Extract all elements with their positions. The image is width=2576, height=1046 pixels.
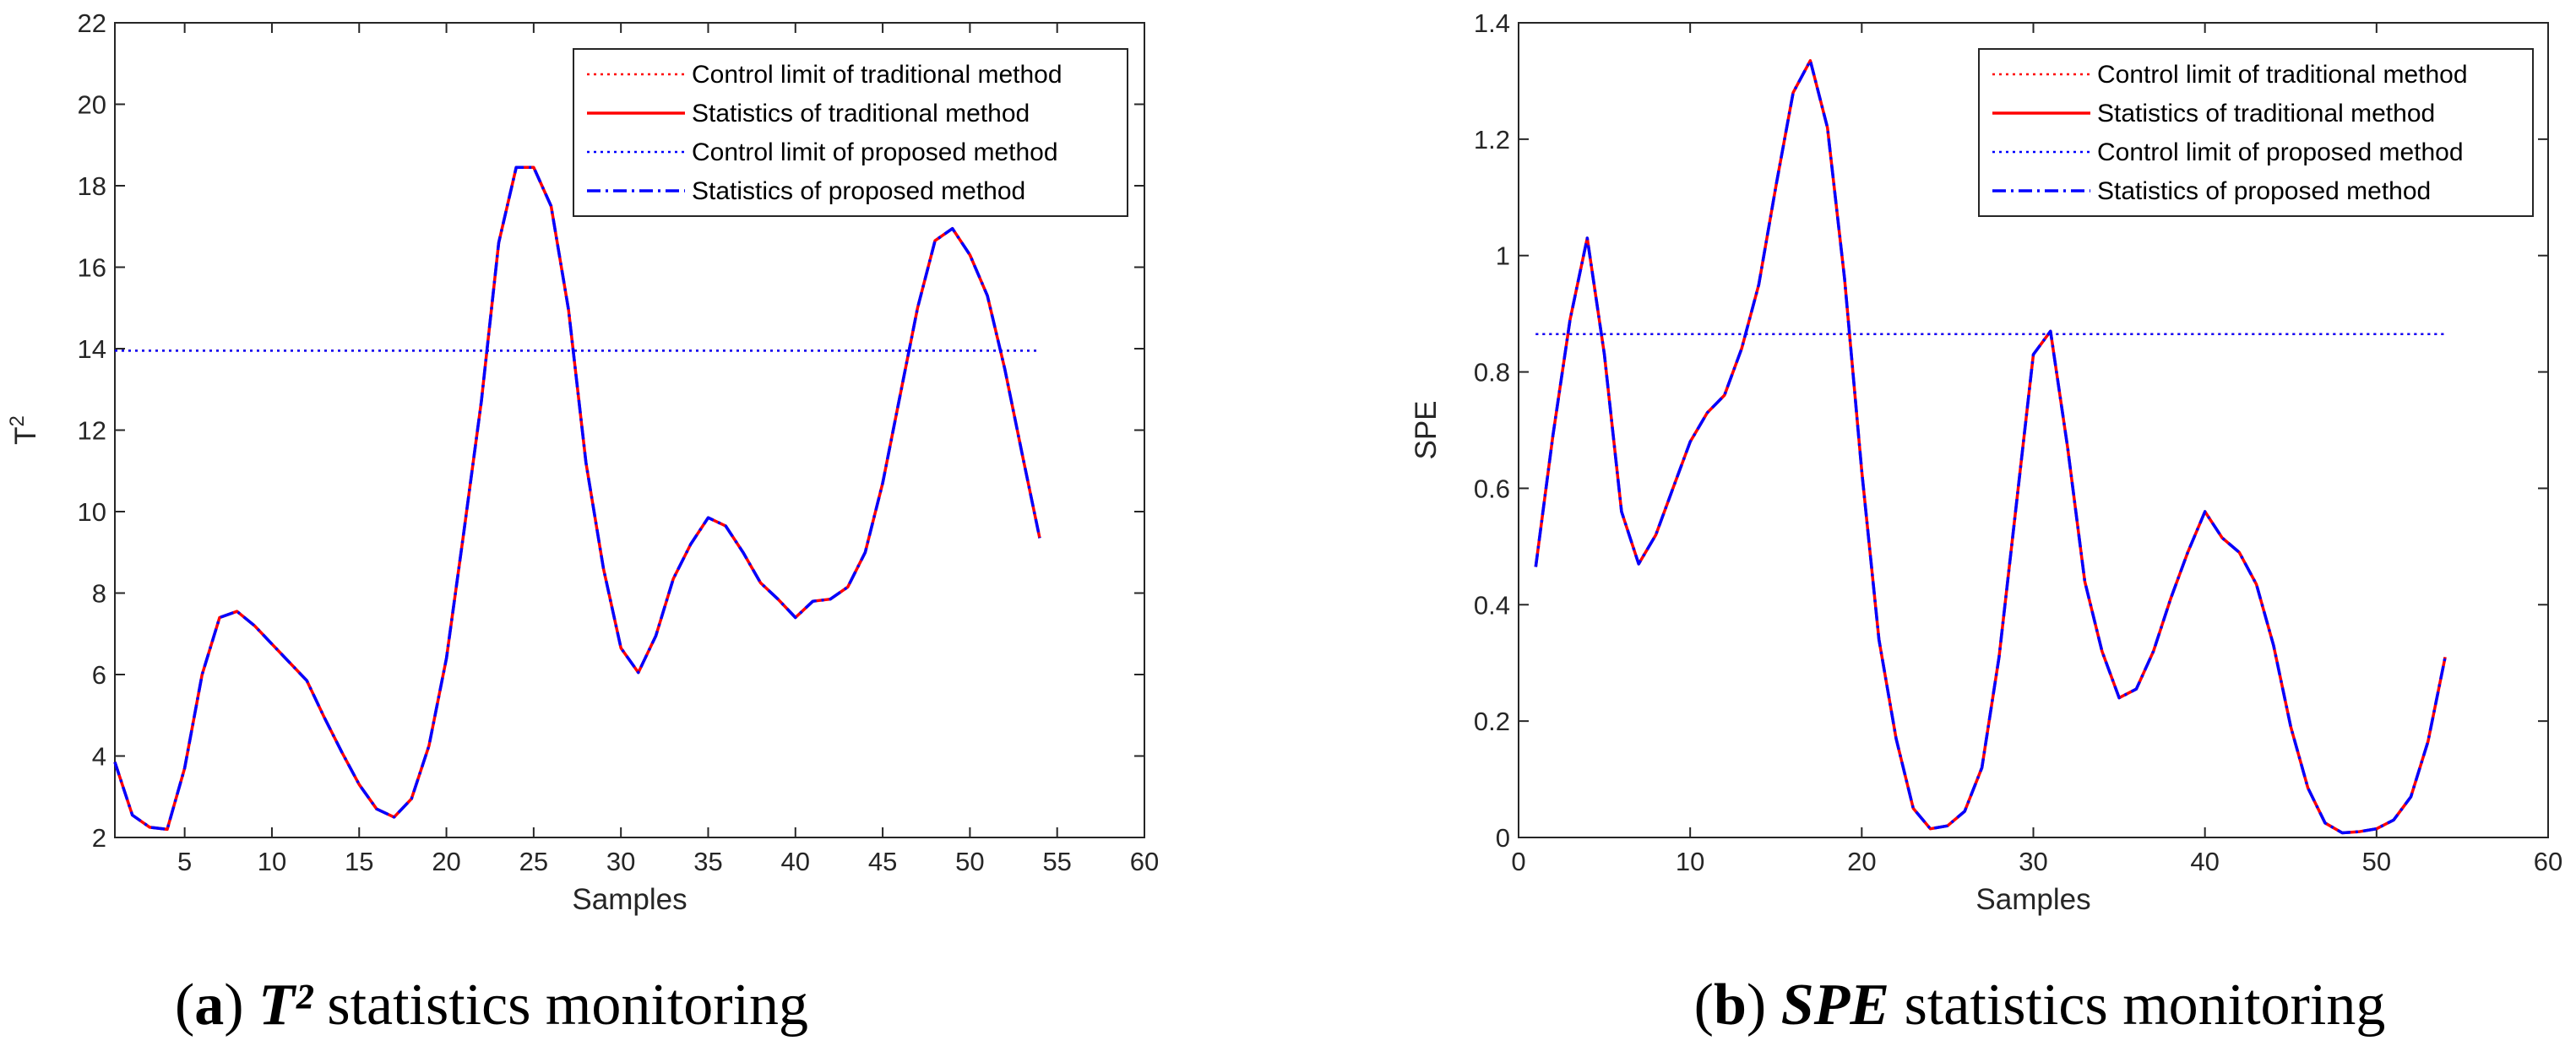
- legend-label: Control limit of traditional method: [692, 61, 1062, 89]
- x-tick-label: 45: [868, 847, 897, 876]
- legend: Control limit of traditional method Stati…: [573, 48, 1128, 217]
- caption-a-stat: T²: [258, 973, 314, 1038]
- y-tick-label: 8: [92, 579, 106, 609]
- caption-a-open: (: [175, 973, 194, 1038]
- caption-a: (a) T² statistics monitoring: [175, 973, 808, 1038]
- legend: Control limit of traditional method Stati…: [1978, 48, 2534, 217]
- x-tick-label: 20: [1847, 847, 1876, 876]
- caption-b-close: ): [1747, 973, 1766, 1038]
- y-tick-label: 14: [78, 334, 106, 364]
- x-tick-label: 10: [1676, 847, 1704, 876]
- x-axis-label: Samples: [572, 883, 687, 916]
- legend-label: Statistics of traditional method: [692, 100, 1030, 127]
- y-tick-label: 4: [92, 742, 106, 772]
- y-tick-label: 20: [78, 90, 106, 120]
- legend-label: Control limit of proposed method: [692, 138, 1058, 166]
- x-tick-label: 55: [1042, 847, 1071, 876]
- y-axis-label-base: SPE: [1410, 400, 1443, 459]
- legend-label: Control limit of traditional method: [2097, 61, 2468, 89]
- y-tick-label: 1.2: [1474, 125, 1510, 154]
- caption-b-rest: statistics monitoring: [1889, 973, 2385, 1038]
- y-tick-label: 2: [92, 823, 106, 853]
- caption-a-close: ): [224, 973, 243, 1038]
- y-tick-label: 0: [1496, 823, 1510, 853]
- legend-label: Statistics of proposed method: [2097, 177, 2431, 205]
- y-tick-label: 16: [78, 253, 106, 283]
- legend-label: Statistics of traditional method: [2097, 100, 2435, 127]
- y-axis-label-base: T: [9, 426, 42, 444]
- x-tick-label: 40: [781, 847, 810, 876]
- legend-label: Control limit of proposed method: [2097, 138, 2464, 166]
- y-tick-label: 0.2: [1474, 707, 1510, 736]
- x-tick-label: 60: [2534, 847, 2562, 876]
- y-tick-label: 1: [1496, 241, 1510, 271]
- legend-label: Statistics of proposed method: [692, 177, 1025, 205]
- caption-b-stat: SPE: [1781, 973, 1889, 1038]
- x-tick-label: 10: [258, 847, 286, 876]
- y-axis-label: SPE: [1410, 400, 1443, 459]
- caption-b-letter: b: [1714, 973, 1747, 1038]
- caption-b-open: (: [1694, 973, 1714, 1038]
- y-tick-label: 1.4: [1474, 8, 1510, 38]
- x-tick-label: 50: [2362, 847, 2391, 876]
- x-tick-label: 30: [2019, 847, 2047, 876]
- caption-b: (b) SPE statistics monitoring: [1694, 973, 2386, 1038]
- y-tick-label: 18: [78, 171, 106, 201]
- caption-a-rest: statistics monitoring: [312, 973, 808, 1038]
- x-tick-label: 5: [177, 847, 192, 876]
- panel-a: 5 10 15 20 25 30 35 40 45 50 55 60 2 4 6 8 10 12 14 16 18 20 2…: [6, 8, 1159, 916]
- x-tick-label: 50: [955, 847, 984, 876]
- y-tick-label: 10: [78, 497, 106, 527]
- y-tick-label: 12: [78, 416, 106, 446]
- y-tick-label: 6: [92, 660, 106, 690]
- legend-box: [573, 48, 1128, 217]
- x-axis-label: Samples: [1975, 883, 2090, 916]
- x-tick-label: 40: [2190, 847, 2219, 876]
- legend-box: [1978, 48, 2534, 217]
- y-tick-label: 0.8: [1474, 358, 1510, 388]
- statistics-line-proposed: [1534, 59, 2447, 835]
- x-tick-label: 30: [606, 847, 635, 876]
- y-axis-label: T2: [6, 415, 42, 445]
- x-tick-label: 35: [693, 847, 722, 876]
- caption-a-letter: a: [194, 973, 224, 1038]
- panel-b: 0 10 20 30 40 50 60 0 0.2 0.4 0.6 0.8 1 1.2 1.4 Samples…: [1410, 8, 2562, 916]
- y-tick-label: 22: [78, 8, 106, 38]
- y-tick-label: 0.6: [1474, 474, 1510, 503]
- y-tick-label: 0.4: [1474, 590, 1510, 620]
- x-tick-label: 25: [519, 847, 548, 876]
- statistics-line-proposed: [113, 165, 1041, 832]
- x-tick-label: 60: [1130, 847, 1159, 876]
- x-tick-label: 20: [432, 847, 460, 876]
- x-tick-label: 15: [345, 847, 373, 876]
- x-tick-label: 0: [1511, 847, 1525, 876]
- y-axis-label-superscript: 2: [6, 415, 29, 426]
